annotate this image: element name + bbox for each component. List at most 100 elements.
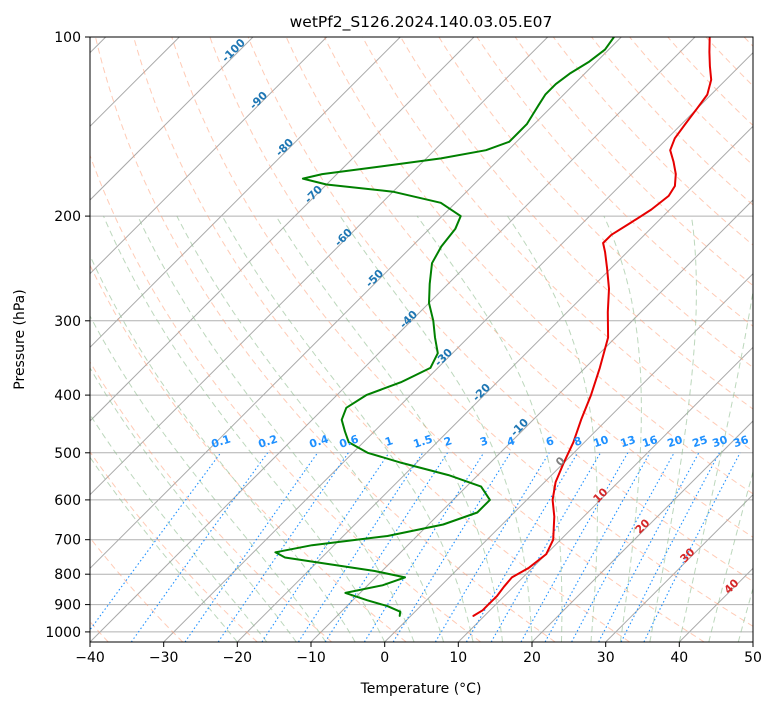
x-tick-label: −40: [75, 650, 105, 666]
x-axis-label: Temperature (°C): [360, 681, 482, 697]
temperature-profile-line: [472, 37, 713, 617]
moist-adiabat-line: [416, 215, 563, 642]
y-tick-label: 400: [54, 388, 81, 404]
mixing-ratio-label: 3: [478, 434, 489, 449]
mixing-ratio-line: [544, 452, 651, 642]
mixing-ratio-label: 10: [592, 433, 611, 450]
moist-adiabat-line: [507, 215, 598, 642]
moist-adiabat-line: [275, 215, 503, 642]
x-tick-label: −30: [149, 650, 179, 666]
background-lines: [90, 37, 753, 642]
moist-adiabat-line: [90, 413, 268, 642]
mixing-ratio-label: 2: [442, 434, 453, 449]
mixing-ratio-line: [598, 452, 700, 642]
dry-adiabat-line: [438, 37, 753, 369]
mixing-ratio-label: 6: [544, 434, 556, 449]
mixing-ratio-line: [90, 452, 222, 631]
x-tick-label: 0: [380, 650, 389, 666]
y-axis-label: Pressure (hPa): [12, 289, 28, 389]
mixing-ratio-label: 0.1: [210, 432, 233, 450]
mixing-ratio-line: [490, 452, 601, 642]
mixing-ratio-label: 1: [383, 434, 394, 449]
y-tick-label: 200: [54, 209, 81, 225]
mixing-ratio-label: 4: [505, 434, 517, 449]
moist-adiabat-line: [103, 215, 386, 642]
mixing-ratio-label: 1.5: [412, 432, 435, 450]
dewpoint-profile-line: [274, 37, 615, 617]
dry-adiabat-line: [209, 37, 753, 627]
chart-title: wetPf2_S126.2024.140.03.05.E07: [290, 13, 553, 32]
mixing-ratio-label: 36: [732, 433, 751, 450]
y-tick-label: 1000: [45, 625, 81, 641]
moist-adiabat-line: [90, 315, 327, 642]
y-tick-label: 900: [54, 598, 81, 614]
dry-adiabat-line: [171, 37, 705, 642]
mixing-ratio-label: 13: [619, 433, 638, 450]
plot-frame: [89, 36, 754, 643]
mixing-ratio-line: [130, 452, 269, 642]
moist-adiabat-line: [649, 216, 697, 642]
mixing-ratio-line: [217, 452, 349, 642]
isotherm-line: [90, 37, 401, 349]
y-tick-label: 800: [54, 567, 81, 583]
x-tick-label: 10: [449, 650, 467, 666]
mixing-ratio-line: [324, 452, 448, 642]
mixing-ratio-line: [297, 452, 424, 642]
dry-adiabat-line: [133, 37, 630, 642]
dry-adiabat-line: [552, 37, 753, 246]
moist-adiabat-line: [137, 215, 415, 642]
isotherm-line: [384, 272, 753, 642]
isotherm-line: [163, 51, 753, 642]
isotherm-line: [90, 37, 475, 422]
moist-adiabat-line: [90, 254, 356, 642]
moist-adiabat-line: [176, 215, 445, 642]
y-tick-label: 600: [54, 493, 81, 509]
data-series: [274, 37, 713, 617]
y-tick-label: 300: [54, 314, 81, 330]
y-tick-label: 700: [54, 533, 81, 549]
mixing-ratio-label: 16: [641, 433, 660, 450]
mixing-ratio-label: 0.4: [308, 432, 331, 450]
isotherm-line: [90, 37, 696, 642]
mixing-ratio-label: 25: [691, 433, 710, 450]
dry-adiabat-line: [247, 37, 753, 582]
x-tick-label: 50: [744, 650, 762, 666]
mixing-ratio-line: [363, 452, 485, 642]
isotherm-line: [90, 37, 254, 201]
mixing-ratio-line: [620, 452, 720, 642]
mixing-ratio-label: 20: [666, 433, 685, 450]
mixing-ratio-line: [261, 452, 390, 642]
dry-adiabat-line: [400, 37, 753, 410]
mixing-ratio-label: 0.6: [338, 432, 361, 450]
mixing-ratio-line: [520, 452, 629, 642]
isotherm-line: [605, 493, 753, 642]
mixing-ratio-line: [184, 452, 319, 642]
moist-adiabat-line: [678, 288, 753, 642]
dry-adiabat-line: [514, 37, 753, 287]
moist-adiabat-line: [221, 215, 474, 642]
moist-adiabat-line: [339, 215, 533, 642]
isotherm-line: [90, 37, 549, 496]
mixing-ratio-label: 0.2: [257, 432, 280, 450]
y-tick-label: 500: [54, 446, 81, 462]
moist-adiabat-line: [90, 367, 297, 642]
moist-adiabat-line: [90, 456, 238, 642]
dry-adiabat-line: [90, 153, 482, 642]
dry-adiabat-line: [285, 37, 753, 538]
isotherm-line: [310, 199, 753, 642]
axis-ticks: −40 −30 −20 −10 0 10 20 30 40 5010020030040050060…: [45, 30, 762, 666]
dry-adiabat-line: [90, 264, 407, 642]
dry-adiabat-line: [362, 37, 753, 452]
mixing-ratio-label: 30: [711, 433, 730, 450]
x-tick-label: 30: [597, 650, 615, 666]
moist-adiabat-line: [603, 215, 642, 642]
x-tick-label: −10: [296, 650, 326, 666]
x-tick-label: 40: [670, 650, 688, 666]
dry-adiabat-line: [629, 37, 753, 166]
dry-adiabat-line: [90, 451, 258, 642]
y-tick-label: 100: [54, 30, 81, 46]
isotherm-line: [90, 37, 328, 275]
x-tick-label: −20: [223, 650, 253, 666]
isotherm-line: [90, 37, 622, 570]
